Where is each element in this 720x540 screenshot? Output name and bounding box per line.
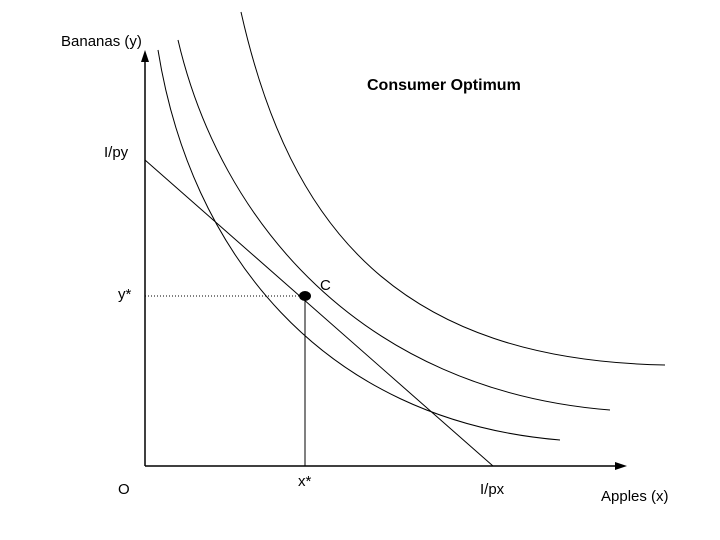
origin-label: O [118, 481, 130, 498]
x-axis-arrow [615, 462, 627, 470]
y-intercept-label: I/py [104, 144, 129, 161]
diagram-title: Consumer Optimum [367, 77, 521, 94]
y-star-label: y* [118, 286, 132, 303]
x-axis-label: Apples (x) [601, 488, 669, 505]
optimum-point-label: C [320, 277, 331, 294]
indifference-curve-low [157, 49, 561, 441]
indifference-curve-high [240, 11, 666, 366]
y-axis-arrow [141, 50, 149, 62]
indifference-curve-mid [177, 39, 611, 411]
optimum-point [299, 291, 311, 301]
x-intercept-label: I/px [480, 481, 505, 498]
x-star-label: x* [298, 473, 312, 490]
y-axis-label: Bananas (y) [61, 33, 142, 50]
budget-line [144, 159, 494, 467]
